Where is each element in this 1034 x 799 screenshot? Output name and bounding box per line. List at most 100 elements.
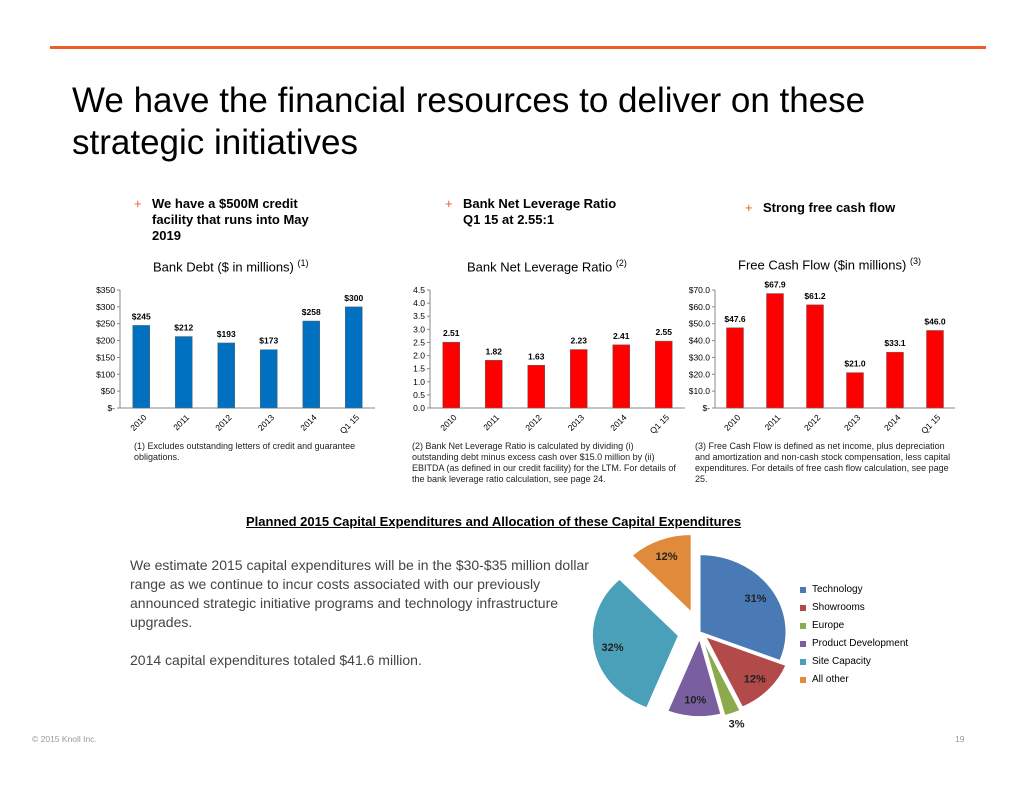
pie-slice xyxy=(702,640,741,717)
pie-slice xyxy=(699,554,787,662)
plus-icon: + xyxy=(445,196,453,211)
data-label: 2.51 xyxy=(443,328,460,338)
bar xyxy=(527,365,545,409)
bar xyxy=(926,330,944,409)
y-tick-label: $10.0 xyxy=(689,386,711,396)
x-tick-label: 2013 xyxy=(566,412,587,433)
legend-item-all-other: All other xyxy=(800,671,908,689)
legend-swatch xyxy=(800,641,806,647)
legend-swatch xyxy=(800,659,806,665)
bullet-text: We have a $500M credit facility that run… xyxy=(152,196,309,243)
bar xyxy=(132,325,150,409)
bar xyxy=(846,372,864,409)
y-tick-label: $100 xyxy=(96,369,115,379)
bar xyxy=(442,341,460,409)
bar xyxy=(302,320,320,409)
y-tick-label: $40.0 xyxy=(689,336,711,346)
data-label: $46.0 xyxy=(924,316,946,326)
data-label: 1.82 xyxy=(485,346,502,356)
y-tick-label: 3.5 xyxy=(413,311,425,321)
legend-item-showrooms: Showrooms xyxy=(800,599,908,617)
x-tick-label: 2011 xyxy=(481,412,501,432)
bank-debt-chart: $- $50 $100 $150 $200 $250 $300 $350 $245 2010 $21… xyxy=(96,285,375,436)
data-label: 1.63 xyxy=(528,351,545,361)
y-tick-label: $70.0 xyxy=(689,285,711,295)
x-tick-label: 2010 xyxy=(722,412,743,433)
bullet-text: Strong free cash flow xyxy=(763,200,896,215)
data-label: $67.9 xyxy=(764,280,786,290)
bar xyxy=(175,336,193,409)
footnote-1: (1) Excludes outstanding letters of cred… xyxy=(134,441,356,462)
header-accent-line xyxy=(50,46,986,49)
y-tick-label: 0.5 xyxy=(413,390,425,400)
plus-icon: + xyxy=(745,200,753,215)
pie-data-label: 31% xyxy=(744,593,766,605)
y-tick-label: $250 xyxy=(96,319,115,329)
pie-slice xyxy=(631,534,692,614)
data-label: $173 xyxy=(259,336,278,346)
legend-item-europe: Europe xyxy=(800,617,908,635)
data-label: 2.23 xyxy=(570,336,587,346)
bar xyxy=(217,342,235,409)
free-cash-flow-chart: $- $10.0 $20.0 $30.0 $40.0 $50.0 $60.0 $70.0 $47… xyxy=(689,280,955,436)
bar xyxy=(726,327,744,409)
pie-legend: Technology Showrooms Europe Product Deve… xyxy=(800,581,908,689)
x-tick-label: 2011 xyxy=(762,412,782,432)
page-number: 19 xyxy=(955,734,965,744)
capex-paragraph-2: 2014 capital expenditures totaled $41.6 … xyxy=(130,652,422,668)
y-tick-label: 2.5 xyxy=(413,337,425,347)
y-tick-label: $200 xyxy=(96,336,115,346)
pie-data-label: 12% xyxy=(655,551,677,563)
x-tick-label: 2014 xyxy=(298,412,319,433)
x-tick-label: Q1 15 xyxy=(919,412,943,436)
legend-swatch xyxy=(800,587,806,593)
y-tick-label: $20.0 xyxy=(689,369,711,379)
y-tick-label: 4.5 xyxy=(413,285,425,295)
y-tick-label: 4.0 xyxy=(413,298,425,308)
bar xyxy=(345,306,363,409)
bullet-leverage-ratio: + Bank Net Leverage Ratio Q1 15 at 2.55:… xyxy=(445,196,633,228)
data-label: $21.0 xyxy=(844,359,866,369)
bar xyxy=(886,351,904,409)
bar xyxy=(806,304,824,409)
data-label: $245 xyxy=(132,311,151,321)
x-tick-label: 2012 xyxy=(802,412,823,433)
y-tick-label: $350 xyxy=(96,285,115,295)
capex-title: Planned 2015 Capital Expenditures and Al… xyxy=(246,514,742,529)
y-tick-label: 1.0 xyxy=(413,377,425,387)
copyright: © 2015 Knoll Inc. xyxy=(32,734,97,744)
bar xyxy=(766,293,784,409)
footnote-2: (2) Bank Net Leverage Ratio is calculate… xyxy=(412,441,676,484)
chart-title-bank-debt: Bank Debt ($ in millions) (1) xyxy=(153,258,309,275)
x-tick-label: 2011 xyxy=(171,412,191,432)
y-tick-label: $60.0 xyxy=(689,302,711,312)
leverage-ratio-chart: 0.0 0.5 1.0 1.5 2.0 2.5 3.0 3.5 4.0 4.5 2.51 2010 1.… xyxy=(413,285,685,436)
data-label: 2.41 xyxy=(613,331,630,341)
y-tick-label: 0.0 xyxy=(413,403,425,413)
data-label: $47.6 xyxy=(724,314,746,324)
y-tick-label: 3.0 xyxy=(413,324,425,334)
x-tick-label: 2010 xyxy=(438,412,459,433)
capex-pie-chart: 31% 12% 3% 10% 32% 12% xyxy=(591,534,787,730)
y-tick-label: $- xyxy=(107,403,115,413)
y-tick-label: 2.0 xyxy=(413,351,425,361)
bullet-free-cash-flow: + Strong free cash flow xyxy=(745,200,933,216)
legend-item-site-capacity: Site Capacity xyxy=(800,653,908,671)
data-label: $33.1 xyxy=(884,338,906,348)
legend-item-product-development: Product Development xyxy=(800,635,908,653)
pie-slice xyxy=(591,578,679,709)
x-tick-label: Q1 15 xyxy=(338,412,362,436)
data-label: $258 xyxy=(302,307,321,317)
data-label: $193 xyxy=(217,329,236,339)
legend-item-technology: Technology xyxy=(800,581,908,599)
bar xyxy=(570,349,588,409)
bar xyxy=(612,344,630,409)
y-tick-label: $50.0 xyxy=(689,319,711,329)
legend-swatch xyxy=(800,677,806,683)
y-tick-label: 1.5 xyxy=(413,364,425,374)
x-tick-label: 2013 xyxy=(842,412,863,433)
pie-slice xyxy=(704,636,787,708)
bar xyxy=(485,360,503,409)
bullet-text: Bank Net Leverage Ratio Q1 15 at 2.55:1 xyxy=(463,196,617,227)
chart-title-leverage: Bank Net Leverage Ratio (2) xyxy=(467,258,627,275)
